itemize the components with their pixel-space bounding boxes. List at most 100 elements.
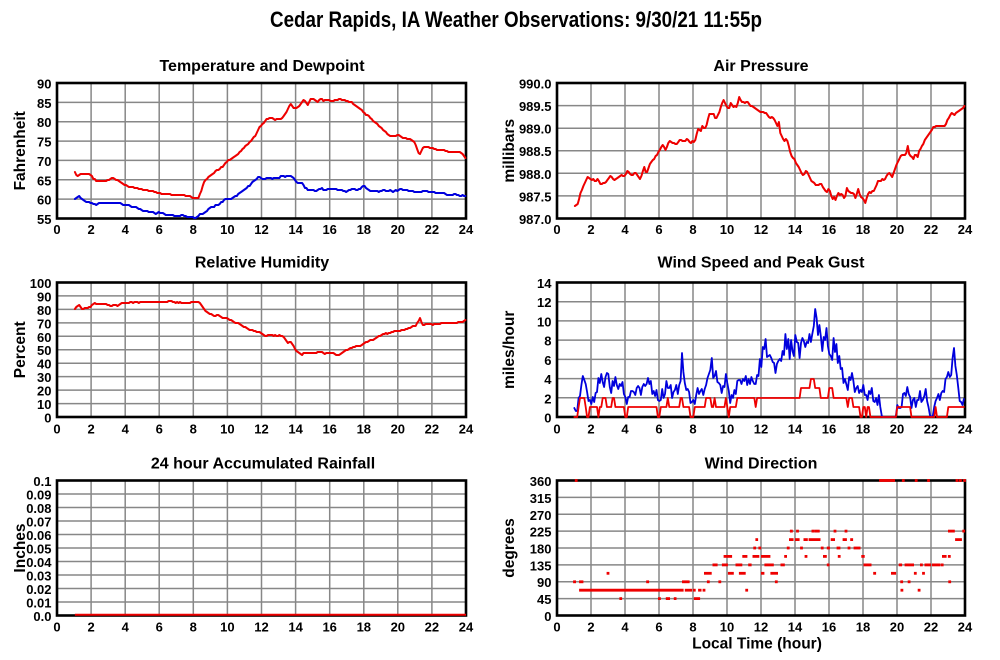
- svg-text:22: 22: [425, 222, 439, 237]
- svg-text:0: 0: [544, 609, 551, 624]
- svg-text:989.0: 989.0: [519, 122, 552, 137]
- svg-text:8: 8: [689, 222, 696, 237]
- svg-text:988.0: 988.0: [519, 167, 552, 182]
- svg-text:12: 12: [754, 619, 768, 634]
- svg-text:12: 12: [754, 422, 768, 437]
- svg-text:18: 18: [856, 422, 870, 437]
- svg-text:10: 10: [37, 397, 51, 412]
- svg-text:4: 4: [621, 422, 629, 437]
- svg-text:millibars: millibars: [501, 119, 518, 183]
- svg-text:8: 8: [190, 222, 197, 237]
- svg-text:14: 14: [288, 222, 303, 237]
- svg-text:0.07: 0.07: [26, 515, 51, 530]
- svg-text:22: 22: [924, 422, 938, 437]
- svg-text:4: 4: [621, 222, 629, 237]
- svg-text:30: 30: [37, 370, 51, 385]
- svg-text:14: 14: [788, 222, 803, 237]
- svg-text:0.08: 0.08: [26, 501, 51, 516]
- svg-text:987.0: 987.0: [519, 212, 552, 227]
- svg-text:8: 8: [544, 334, 551, 349]
- svg-text:Local Time (hour): Local Time (hour): [692, 636, 822, 653]
- svg-text:14: 14: [788, 619, 803, 634]
- svg-text:degrees: degrees: [501, 518, 518, 577]
- svg-text:85: 85: [37, 96, 51, 111]
- svg-text:20: 20: [391, 619, 405, 634]
- svg-text:16: 16: [822, 619, 836, 634]
- svg-text:0: 0: [44, 411, 51, 426]
- svg-text:14: 14: [288, 422, 303, 437]
- svg-text:12: 12: [254, 222, 268, 237]
- svg-text:6: 6: [544, 353, 551, 368]
- svg-text:0: 0: [544, 411, 551, 426]
- svg-text:0.1: 0.1: [33, 474, 51, 489]
- svg-text:0: 0: [553, 422, 560, 437]
- svg-text:10: 10: [720, 222, 734, 237]
- svg-text:0.09: 0.09: [26, 488, 51, 503]
- svg-text:10: 10: [220, 222, 234, 237]
- svg-text:8: 8: [689, 422, 696, 437]
- svg-text:55: 55: [37, 212, 51, 227]
- svg-text:10: 10: [537, 314, 551, 329]
- svg-text:990.0: 990.0: [519, 77, 552, 92]
- svg-text:16: 16: [322, 619, 336, 634]
- svg-text:6: 6: [655, 222, 662, 237]
- svg-text:0.05: 0.05: [26, 542, 51, 557]
- svg-text:0.02: 0.02: [26, 582, 51, 597]
- svg-text:22: 22: [425, 422, 439, 437]
- svg-text:18: 18: [357, 422, 371, 437]
- svg-text:0: 0: [553, 222, 560, 237]
- svg-text:0: 0: [53, 422, 60, 437]
- svg-text:14: 14: [788, 422, 803, 437]
- svg-text:Wind Direction: Wind Direction: [705, 456, 818, 473]
- svg-text:Fahrenheit: Fahrenheit: [12, 111, 29, 190]
- svg-text:18: 18: [357, 619, 371, 634]
- svg-text:0.04: 0.04: [26, 555, 52, 570]
- svg-text:4: 4: [122, 619, 130, 634]
- svg-text:65: 65: [37, 173, 51, 188]
- svg-text:24: 24: [958, 222, 973, 237]
- svg-text:0.0: 0.0: [33, 609, 51, 624]
- svg-text:20: 20: [37, 384, 51, 399]
- svg-text:24: 24: [958, 619, 973, 634]
- svg-text:22: 22: [425, 619, 439, 634]
- svg-text:Percent: Percent: [12, 321, 29, 378]
- svg-text:0: 0: [53, 619, 60, 634]
- svg-text:80: 80: [37, 115, 51, 130]
- svg-text:6: 6: [655, 422, 662, 437]
- svg-text:10: 10: [220, 619, 234, 634]
- svg-text:22: 22: [924, 619, 938, 634]
- svg-text:20: 20: [391, 222, 405, 237]
- svg-text:miles/hour: miles/hour: [501, 311, 518, 389]
- svg-text:16: 16: [822, 422, 836, 437]
- svg-text:4: 4: [621, 619, 629, 634]
- svg-text:0.03: 0.03: [26, 569, 51, 584]
- svg-text:6: 6: [156, 222, 163, 237]
- svg-text:20: 20: [391, 422, 405, 437]
- svg-text:2: 2: [87, 422, 94, 437]
- svg-text:2: 2: [87, 222, 94, 237]
- svg-text:24: 24: [459, 422, 474, 437]
- svg-text:6: 6: [156, 619, 163, 634]
- svg-text:24: 24: [958, 422, 973, 437]
- svg-text:24 hour Accumulated Rainfall: 24 hour Accumulated Rainfall: [151, 456, 375, 473]
- svg-text:12: 12: [254, 422, 268, 437]
- svg-text:270: 270: [530, 508, 552, 523]
- svg-text:8: 8: [190, 422, 197, 437]
- svg-text:10: 10: [220, 422, 234, 437]
- svg-text:10: 10: [720, 619, 734, 634]
- svg-text:Relative Humidity: Relative Humidity: [195, 255, 329, 272]
- svg-text:45: 45: [537, 592, 551, 607]
- svg-text:12: 12: [754, 222, 768, 237]
- svg-text:0: 0: [53, 222, 60, 237]
- svg-text:22: 22: [924, 222, 938, 237]
- svg-text:18: 18: [856, 222, 870, 237]
- svg-text:16: 16: [822, 222, 836, 237]
- svg-text:360: 360: [530, 474, 552, 489]
- svg-text:24: 24: [459, 619, 474, 634]
- svg-text:225: 225: [530, 525, 552, 540]
- svg-text:100: 100: [30, 276, 52, 291]
- svg-text:20: 20: [890, 222, 904, 237]
- svg-text:0: 0: [553, 619, 560, 634]
- svg-text:20: 20: [890, 619, 904, 634]
- svg-text:16: 16: [322, 222, 336, 237]
